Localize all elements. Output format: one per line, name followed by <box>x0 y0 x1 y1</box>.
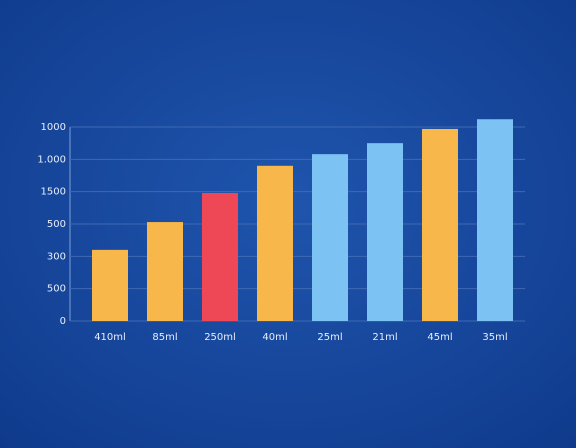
bar <box>147 222 183 321</box>
bar <box>367 143 403 321</box>
y-tick-label: 1500 <box>41 187 66 198</box>
bar <box>312 154 348 321</box>
bar <box>257 165 293 321</box>
x-tick-label: 410ml <box>94 332 126 343</box>
bar <box>477 119 513 322</box>
bar <box>92 249 128 321</box>
x-tick-label: 45ml <box>427 332 452 343</box>
x-tick-label: 25ml <box>317 332 342 343</box>
y-tick-label: 1.000 <box>37 154 66 165</box>
y-tick-label: 500 <box>47 284 66 295</box>
bar <box>202 192 238 321</box>
y-tick-label: 500 <box>47 219 66 230</box>
x-tick-label: 40ml <box>262 332 287 343</box>
bar <box>422 128 458 321</box>
y-tick-label: 0 <box>60 316 66 327</box>
y-tick-label: 300 <box>47 251 66 262</box>
x-tick-label: 250ml <box>204 332 236 343</box>
x-tick-label: 21ml <box>372 332 397 343</box>
y-tick-label: 1000 <box>41 122 66 133</box>
x-tick-label: 85ml <box>152 332 177 343</box>
x-tick-label: 35ml <box>482 332 507 343</box>
